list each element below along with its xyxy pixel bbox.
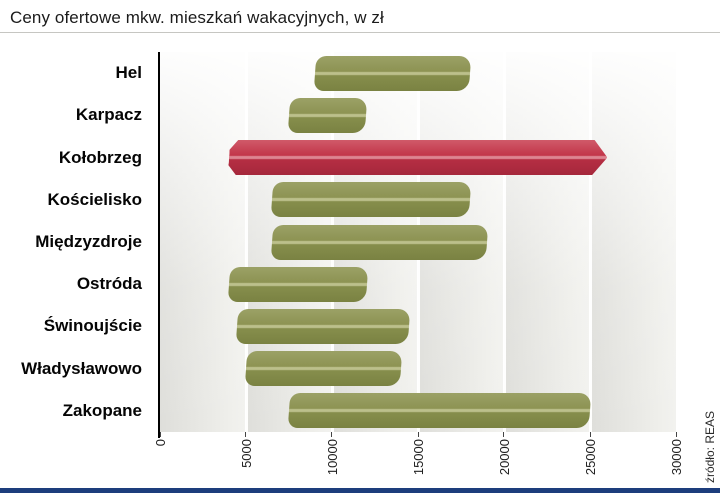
bar-świnoujście [236, 308, 411, 344]
category-label-karpacz: Karpacz [75, 105, 142, 125]
bar-międzyzdroje [270, 224, 489, 260]
bar-kołobrzeg [228, 140, 609, 175]
chart-title: Ceny ofertowe mkw. mieszkań wakacyjnych,… [10, 8, 384, 27]
x-tick-30000: 30000 [669, 438, 705, 475]
tick-mark [589, 432, 591, 437]
category-label-kołobrzeg: Kołobrzeg [58, 147, 142, 167]
x-tick-10000: 10000 [325, 438, 361, 475]
title-divider [0, 32, 720, 33]
x-tick-label: 10000 [324, 439, 340, 476]
plot-area [160, 52, 676, 432]
bars-layer [160, 52, 676, 432]
x-tick-0: 0 [153, 438, 168, 456]
y-axis-line [158, 52, 160, 438]
tick-mark [503, 432, 505, 437]
x-axis-ticks: 0 5000 10000 15000 20000 25000 30000 [153, 432, 684, 492]
x-tick-25000: 25000 [583, 438, 619, 475]
source-label: źródło: REAS [703, 410, 717, 483]
category-label-władysławowo: Władysławowo [21, 358, 142, 378]
category-labels: Hel Karpacz Kołobrzeg Kościelisko Międzyzdro… [0, 52, 150, 432]
bar-karpacz [287, 97, 368, 133]
tick-mark [417, 432, 419, 437]
x-tick-label: 0 [153, 439, 168, 447]
footer-accent-bar [0, 488, 720, 493]
x-tick-label: 15000 [411, 439, 426, 476]
category-label-międzyzdroje: Międzyzdroje [35, 232, 142, 251]
gridline [503, 52, 506, 432]
tick-mark [159, 432, 161, 437]
tick-mark [675, 432, 677, 437]
gridline [589, 52, 592, 432]
x-tick-15000: 15000 [411, 438, 447, 475]
category-label-kościelisko: Kościelisko [47, 189, 143, 209]
category-label-hel: Hel [115, 63, 142, 83]
category-label-świnoujście: Świnoujście [43, 316, 142, 336]
bar-władysławowo [244, 351, 403, 387]
category-label-ostróda: Ostróda [76, 274, 142, 294]
bar-kościelisko [270, 182, 471, 218]
x-tick-label: 30000 [669, 439, 684, 476]
x-tick-label: 20000 [496, 439, 512, 476]
gridline [245, 52, 248, 432]
x-tick-label: 5000 [238, 439, 254, 468]
x-tick-label: 25000 [583, 439, 598, 476]
bar-hel [313, 55, 471, 91]
tick-mark [331, 432, 333, 437]
x-tick-20000: 20000 [497, 438, 533, 475]
x-tick-5000: 5000 [239, 438, 268, 468]
tick-mark [245, 432, 247, 437]
bar-ostróda [227, 266, 368, 302]
category-label-zakopane: Zakopane [62, 400, 142, 420]
bar-zakopane [287, 393, 592, 429]
